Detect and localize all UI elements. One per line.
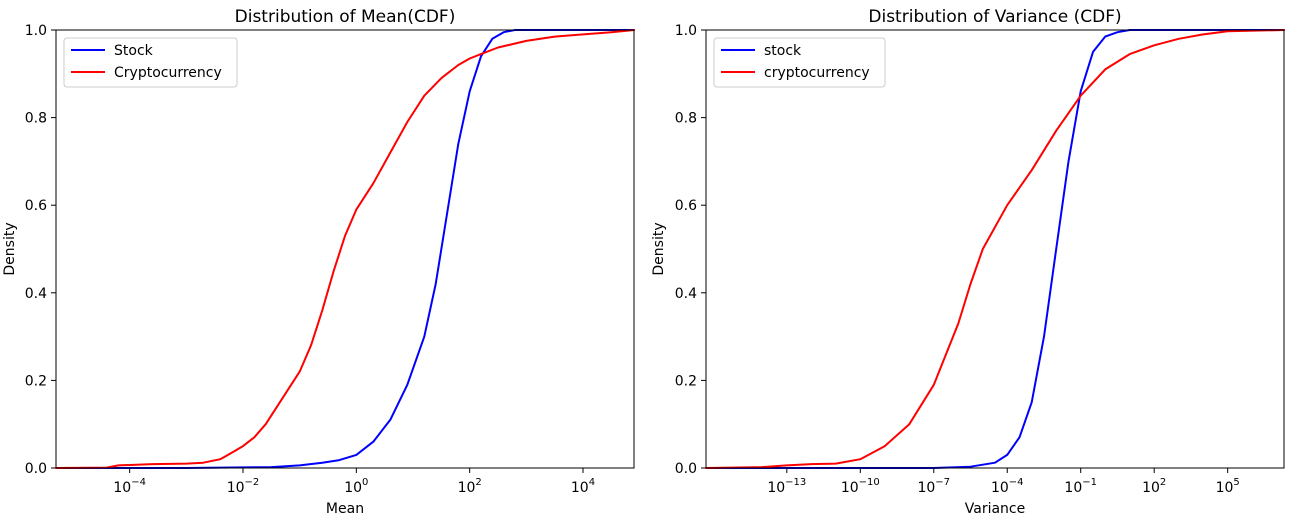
panel-mean-series-crypto-line [55, 29, 635, 469]
panel-variance-y-tick-label: 0.4 [675, 286, 697, 302]
panel-variance-y-ticks: 0.0 0.2 0.4 0.6 0.8 1.0 [675, 23, 706, 477]
panel-mean-y-tick-label: 0.2 [25, 373, 47, 389]
panel-variance-y-tick-label: 0.8 [675, 111, 697, 127]
panel-variance-legend: stock cryptocurrency [713, 37, 886, 88]
panel-variance-y-tick-label: 0.6 [675, 198, 697, 214]
panel-variance-x-ticks: 10−13 10−10 10−7 10−4 10−1 102 105 [767, 468, 1240, 496]
panel-variance-x-tick-label: 102 [1142, 477, 1166, 496]
panel-mean-frame [55, 29, 635, 469]
panel-mean-ylabel: Density [2, 222, 18, 275]
panel-variance-y-tick-label: 1.0 [675, 23, 697, 39]
panel-mean-x-tick-label: 100 [344, 477, 368, 496]
panel-variance-x-tick-label: 105 [1216, 477, 1240, 496]
panel-mean-y-tick-label: 0.4 [25, 286, 47, 302]
panel-variance-x-tick-label: 10−10 [841, 477, 880, 496]
panel-mean-xlabel: Mean [326, 501, 364, 516]
panel-variance-series-crypto-line [705, 29, 1285, 469]
panel-mean: Distribution of Mean(CDF) Mean Density 0… [2, 7, 635, 516]
panel-variance: Distribution of Variance (CDF) Variance … [651, 7, 1285, 516]
panel-variance-series [705, 29, 1285, 469]
panel-mean-y-tick-label: 0.0 [25, 461, 47, 477]
panel-mean-x-tick-label: 10−2 [227, 477, 260, 496]
panel-mean-series-stock-line [55, 29, 635, 469]
panel-variance-title: Distribution of Variance (CDF) [868, 7, 1121, 27]
panel-variance-legend-box [713, 37, 886, 88]
panel-mean-x-tick-label: 10−4 [113, 477, 146, 496]
panel-variance-y-tick-label: 0.2 [675, 373, 697, 389]
panel-mean-legend-crypto-label: Cryptocurrency [114, 65, 222, 81]
panel-mean-legend: Stock Cryptocurrency [63, 37, 238, 88]
panel-variance-frame [705, 29, 1285, 469]
panel-mean-x-tick-label: 102 [458, 477, 482, 496]
panel-mean-title: Distribution of Mean(CDF) [235, 7, 456, 27]
panel-variance-x-tick-label: 10−13 [767, 477, 806, 496]
panel-variance-x-tick-label: 10−4 [991, 477, 1024, 496]
panel-mean-legend-stock-label: Stock [114, 43, 154, 59]
panel-variance-legend-stock-label: stock [764, 43, 802, 59]
panel-mean-y-tick-label: 0.6 [25, 198, 47, 214]
panel-mean-x-ticks: 10−4 10−2 100 102 104 [113, 468, 595, 496]
panel-mean-y-ticks: 0.0 0.2 0.4 0.6 0.8 1.0 [25, 23, 56, 477]
panel-mean-x-tick-label: 104 [571, 477, 595, 496]
panel-variance-x-tick-label: 10−1 [1064, 477, 1097, 496]
panel-mean-y-tick-label: 1.0 [25, 23, 47, 39]
panel-variance-x-tick-label: 10−7 [917, 477, 950, 496]
panel-variance-series-stock-line [705, 29, 1285, 469]
panel-mean-series [55, 29, 635, 469]
panel-mean-legend-box [63, 37, 238, 88]
panel-variance-ylabel: Density [651, 222, 667, 275]
panel-variance-legend-crypto-label: cryptocurrency [764, 65, 870, 81]
panel-mean-y-tick-label: 0.8 [25, 111, 47, 127]
panel-variance-xlabel: Variance [965, 501, 1025, 516]
panel-variance-y-tick-label: 0.0 [675, 461, 697, 477]
